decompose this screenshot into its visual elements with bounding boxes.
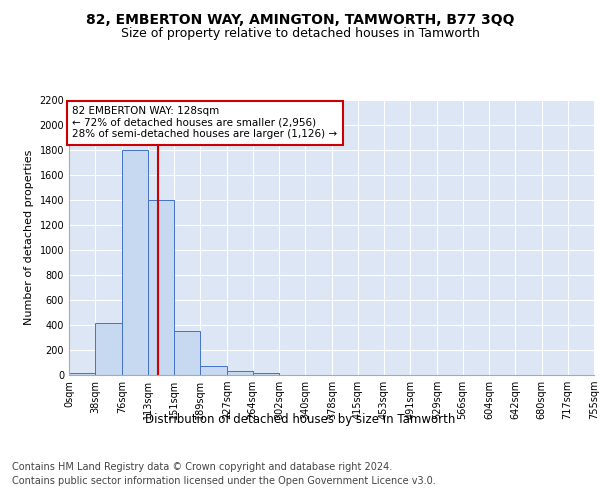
Y-axis label: Number of detached properties: Number of detached properties: [24, 150, 34, 325]
Text: Distribution of detached houses by size in Tamworth: Distribution of detached houses by size …: [145, 412, 455, 426]
Text: Size of property relative to detached houses in Tamworth: Size of property relative to detached ho…: [121, 28, 479, 40]
Bar: [95, 322, 122, 375]
Text: Contains HM Land Registry data © Crown copyright and database right 2024.: Contains HM Land Registry data © Crown c…: [12, 462, 392, 472]
Text: 82 EMBERTON WAY: 128sqm
← 72% of detached houses are smaller (2,956)
28% of semi: 82 EMBERTON WAY: 128sqm ← 72% of detache…: [73, 106, 338, 140]
Text: 82, EMBERTON WAY, AMINGTON, TAMWORTH, B77 3QQ: 82, EMBERTON WAY, AMINGTON, TAMWORTH, B7…: [86, 12, 514, 26]
Bar: [200, 366, 227, 375]
Bar: [122, 150, 148, 375]
Bar: [69, 373, 95, 375]
Bar: [227, 371, 253, 375]
Bar: [253, 373, 279, 375]
Bar: [174, 331, 200, 375]
Text: Contains public sector information licensed under the Open Government Licence v3: Contains public sector information licen…: [12, 476, 436, 486]
Bar: [148, 200, 174, 375]
